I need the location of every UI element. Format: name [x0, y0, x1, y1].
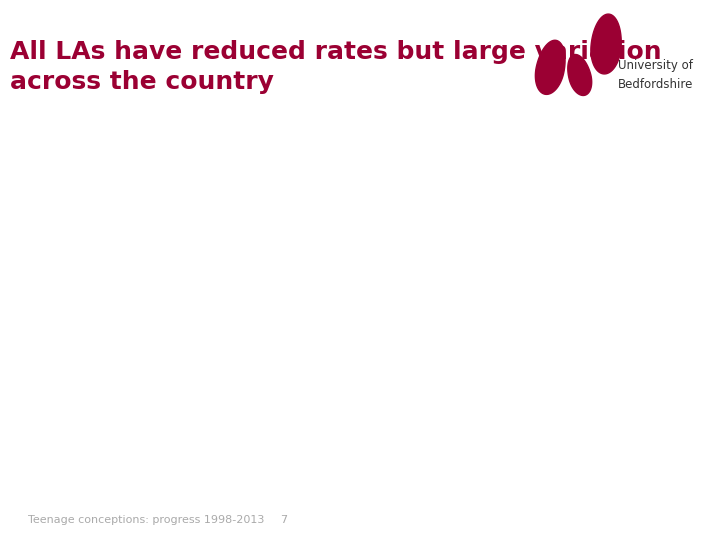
Polygon shape — [536, 40, 565, 94]
Polygon shape — [591, 14, 621, 74]
Text: All LAs have reduced rates but large variation
across the country: All LAs have reduced rates but large var… — [10, 40, 662, 94]
Text: Teenage conceptions: progress 1998-2013: Teenage conceptions: progress 1998-2013 — [28, 515, 264, 525]
Text: 7: 7 — [280, 515, 287, 525]
Text: University of
Bedfordshire: University of Bedfordshire — [618, 59, 693, 91]
Polygon shape — [568, 55, 592, 96]
